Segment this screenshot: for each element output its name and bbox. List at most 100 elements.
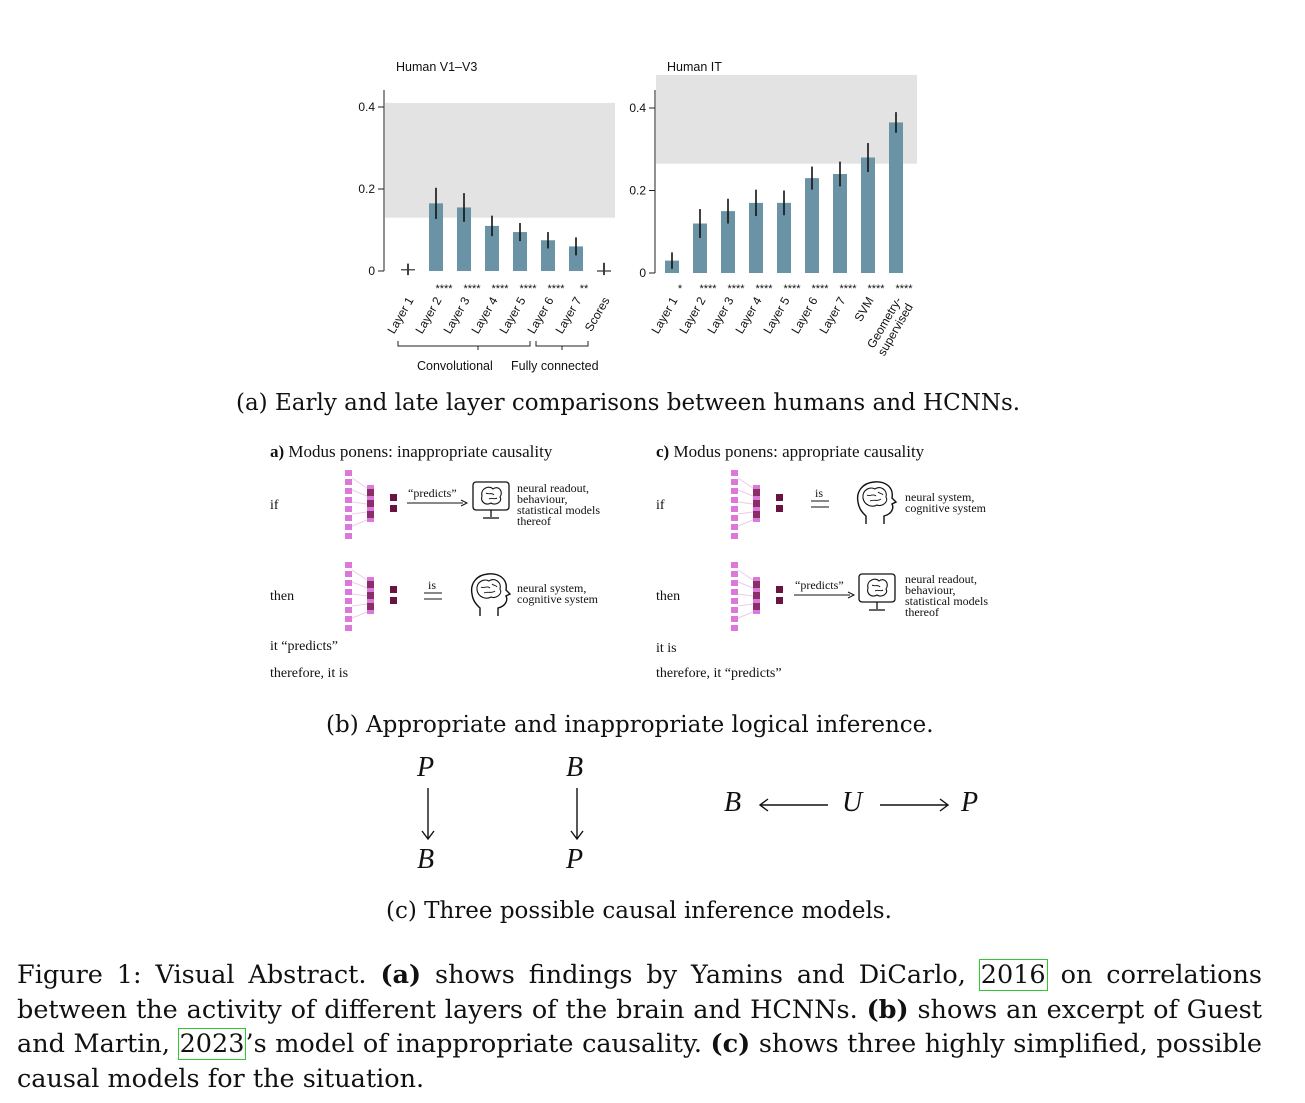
y-tick-label: 0 <box>368 264 375 278</box>
net-node <box>731 616 738 622</box>
net-node <box>731 524 738 530</box>
logic-right-then: then <box>656 589 681 604</box>
bar <box>457 207 471 271</box>
net-node <box>345 616 352 622</box>
net-node <box>345 607 352 613</box>
net-edge <box>737 477 754 489</box>
group-label: Convolutional <box>417 359 493 373</box>
significance-label: ** <box>580 283 589 295</box>
net-node <box>731 497 738 503</box>
net-node <box>367 485 374 492</box>
logic-left-if-arrow-label: “predicts” <box>408 486 457 500</box>
chart-title: Human V1–V3 <box>396 60 477 74</box>
net-edge <box>737 501 754 505</box>
bar <box>429 203 443 271</box>
citation-link-2023[interactable]: 2023 <box>177 1028 247 1060</box>
category-label: Layer 7 <box>816 294 848 336</box>
y-tick-label: 0 <box>639 266 646 280</box>
network-icon <box>729 560 789 632</box>
monitor <box>472 481 510 511</box>
logic-left-conclusion-1: it “predicts” <box>270 639 339 654</box>
net-node <box>776 597 783 604</box>
bar <box>889 122 903 273</box>
logic-right-if-arrow-label: is <box>815 486 824 500</box>
brain-fold <box>480 583 498 594</box>
category-label: Layer 7 <box>552 294 584 336</box>
net-node <box>776 494 783 501</box>
monitor <box>858 573 896 603</box>
net-edge <box>737 569 754 581</box>
bar <box>721 211 735 273</box>
net-edge <box>737 511 754 515</box>
model2-top: B <box>566 752 584 783</box>
noise-ceiling-band <box>656 75 917 164</box>
net-edge <box>737 581 754 589</box>
citation-link-2016[interactable]: 2016 <box>978 959 1048 991</box>
logic-left-if-target: neural readout, behaviour, statistical mod… <box>517 481 600 528</box>
net-edge <box>737 489 754 497</box>
net-node <box>367 500 374 507</box>
significance-label: **** <box>895 283 913 295</box>
bar <box>833 174 847 273</box>
net-edge <box>351 511 368 515</box>
significance-label: **** <box>839 283 857 295</box>
net-edge <box>737 519 754 527</box>
significance-label: **** <box>699 283 717 295</box>
logic-left-conclusion-2: therefore, it is <box>270 666 349 681</box>
right-arrow-icon <box>880 798 950 812</box>
significance-label: **** <box>783 283 801 295</box>
net-edge <box>351 569 368 581</box>
logic-left-title: a) Modus ponens: inappropriate causality <box>270 442 553 461</box>
panel-c-causal-models: P B B P B U P <box>0 750 1305 890</box>
bar <box>541 240 555 271</box>
panel-b-logic: a) Modus ponens: inappropriate causality… <box>0 430 1305 690</box>
net-node <box>367 505 374 512</box>
net-node <box>367 581 374 588</box>
net-node <box>367 587 374 594</box>
group-label: Fully connected <box>511 359 599 373</box>
net-node <box>753 495 760 502</box>
net-node <box>390 586 397 593</box>
net-edge <box>351 477 368 489</box>
model3-left: B <box>724 787 742 818</box>
net-node <box>731 488 738 494</box>
brain-fold <box>871 584 884 592</box>
y-tick-label: 0.4 <box>629 101 646 115</box>
network-icon <box>729 468 789 540</box>
equals-icon <box>424 592 442 600</box>
model1-bottom: B <box>417 844 435 875</box>
brain <box>476 579 502 599</box>
net-node <box>753 485 760 492</box>
network-icon <box>343 560 403 632</box>
logic-right-if: if <box>656 498 665 513</box>
net-node <box>753 587 760 594</box>
net-node <box>345 533 352 539</box>
net-node <box>776 586 783 593</box>
net-node <box>345 488 352 494</box>
group-bracket <box>535 341 589 347</box>
net-node <box>367 511 374 518</box>
net-node <box>753 500 760 507</box>
net-node <box>345 562 352 568</box>
net-node <box>345 524 352 530</box>
head-brain-icon <box>854 480 898 526</box>
brain <box>481 486 502 505</box>
logic-left-then: then <box>270 589 295 604</box>
net-node <box>345 589 352 595</box>
net-node <box>753 489 760 496</box>
equals-icon <box>811 500 829 508</box>
bar <box>485 225 499 271</box>
head-brain-icon <box>468 572 512 618</box>
y-tick-label: 0.2 <box>629 184 646 198</box>
y-tick-label: 0.2 <box>358 182 375 196</box>
net-node <box>753 505 760 512</box>
net-node <box>731 506 738 512</box>
net-node <box>753 511 760 518</box>
net-edge <box>737 603 754 607</box>
net-node <box>776 505 783 512</box>
head-outline <box>856 481 898 524</box>
net-node <box>753 603 760 610</box>
significance-label: **** <box>463 283 481 295</box>
net-node <box>345 497 352 503</box>
significance-label: **** <box>491 283 509 295</box>
